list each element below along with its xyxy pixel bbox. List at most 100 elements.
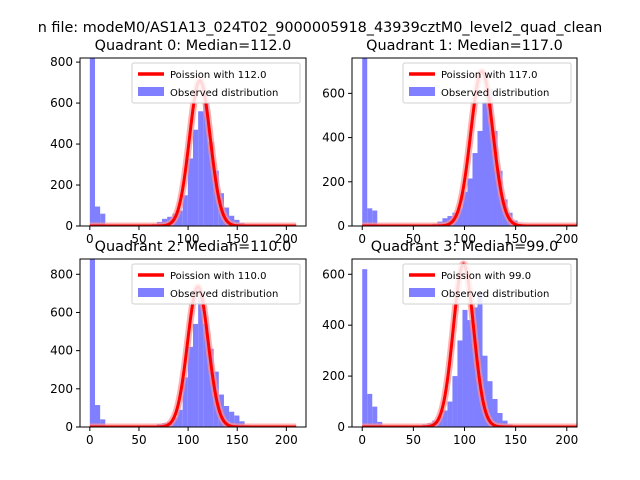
legend-patch-swatch: [138, 87, 164, 96]
histogram-bar: [472, 153, 478, 226]
x-tick-label: 200: [275, 232, 298, 246]
histogram-bar: [492, 399, 498, 427]
histogram-bar: [203, 103, 209, 226]
x-tick-label: 0: [358, 232, 366, 246]
histogram-bar: [198, 111, 204, 226]
histogram-bar: [100, 419, 106, 427]
histogram-bar: [362, 269, 368, 427]
y-tick-label: 600: [322, 86, 345, 100]
y-tick-label: 200: [322, 175, 345, 189]
legend: Poission with 110.0 Observed distribution: [131, 263, 301, 305]
y-tick-label: 200: [50, 178, 73, 192]
legend-label-observed: Observed distribution: [170, 88, 278, 99]
legend-box: [402, 62, 572, 104]
y-tick-label: 600: [50, 96, 73, 110]
panel-title: Quadrant 1: Median=117.0: [366, 38, 563, 54]
histogram-bar: [229, 411, 235, 427]
x-tick-label: 200: [555, 232, 578, 246]
legend: Poission with 112.0 Observed distribution: [131, 62, 301, 104]
y-tick-label: 400: [322, 318, 345, 332]
histogram-bar: [452, 376, 458, 427]
histogram-bar: [492, 130, 498, 226]
legend-box: [402, 263, 572, 305]
y-tick-label: 400: [50, 344, 73, 358]
histogram-bar: [177, 409, 183, 427]
y-tick-label: 0: [337, 420, 345, 434]
x-tick-label: 150: [504, 433, 527, 447]
legend-patch-swatch: [409, 87, 435, 96]
poisson-curve: [89, 79, 297, 226]
figure-suptitle: n file: modeM0/AS1A13_024T02_9000005918_…: [38, 20, 603, 36]
panel-quadrant-2: Quadrant 2: Median=110.0 0 50 100 150 200 0 200…: [50, 239, 307, 447]
x-tick-label: 50: [406, 433, 421, 447]
axes-frame: [79, 57, 307, 227]
legend-patch-swatch: [138, 288, 164, 297]
y-tick-label: 600: [322, 267, 345, 281]
x-tick-label: 200: [275, 433, 298, 447]
x-tick-label: 50: [406, 232, 421, 246]
x-tick-label: 150: [226, 433, 249, 447]
y-tick-label: 400: [322, 131, 345, 145]
poisson-curve: [361, 69, 577, 226]
histogram-bar: [467, 178, 473, 226]
x-tick-label: 0: [86, 433, 94, 447]
histogram-bar: [187, 158, 193, 226]
panels: Quadrant 0: Median=112.0 0 50 100 150 200 0 200…: [50, 38, 578, 447]
histogram-bar: [89, 259, 95, 427]
legend: Poission with 117.0 Observed distribution: [402, 62, 572, 104]
histogram-bar: [203, 323, 209, 427]
panel-quadrant-1: Quadrant 1: Median=117.0 0 50 100 150 200 0 200…: [322, 38, 578, 246]
panel-quadrant-0: Quadrant 0: Median=112.0 0 50 100 150 200 0 200…: [50, 38, 307, 246]
legend-label-poisson: Poission with 112.0: [170, 70, 266, 81]
histogram-bar: [367, 208, 373, 226]
histogram-bar: [193, 129, 199, 226]
histogram-bar: [462, 191, 468, 226]
legend-label-observed: Observed distribution: [170, 289, 278, 300]
histogram-bar: [447, 401, 453, 427]
x-tick-label: 100: [177, 232, 200, 246]
panel-title: Quadrant 0: Median=112.0: [95, 38, 292, 54]
histogram-bar: [482, 355, 488, 427]
histogram-bar: [372, 210, 378, 226]
y-tick-label: 800: [50, 55, 73, 69]
panel-title: Quadrant 2: Median=110.0: [95, 239, 292, 255]
plot-area: [359, 58, 577, 226]
x-tick-label: 150: [504, 232, 527, 246]
histogram-bar: [94, 405, 101, 427]
histogram-bar: [487, 88, 493, 226]
x-tick-label: 50: [131, 232, 146, 246]
y-tick-label: 0: [65, 219, 73, 233]
histogram-bar: [234, 415, 240, 427]
histogram-bar: [223, 406, 230, 427]
x-tick-label: 0: [86, 232, 94, 246]
legend-label-poisson: Poission with 117.0: [441, 70, 537, 81]
panel-quadrant-3: Quadrant 3: Median=99.0 0 50 100 150 200 0 200 4…: [322, 239, 578, 447]
histogram-bar: [372, 406, 378, 427]
histogram-bar: [89, 58, 95, 226]
histogram-bar: [94, 206, 101, 226]
y-tick-label: 800: [50, 267, 73, 281]
histogram-bar: [367, 393, 373, 427]
legend-label-poisson: Poission with 110.0: [170, 271, 266, 282]
y-tick-label: 0: [65, 420, 73, 434]
histogram-bar: [182, 377, 188, 427]
x-tick-label: 100: [177, 433, 200, 447]
y-tick-label: 0: [337, 219, 345, 233]
histogram-bar: [177, 210, 183, 226]
histogram-bar: [482, 102, 488, 226]
histogram-bar: [187, 346, 193, 427]
legend-label-observed: Observed distribution: [441, 88, 549, 99]
histogram-bar: [462, 309, 468, 427]
histogram-bar: [182, 195, 188, 226]
x-tick-label: 50: [131, 433, 146, 447]
x-tick-label: 200: [555, 433, 578, 447]
x-tick-label: 150: [226, 232, 249, 246]
y-tick-label: 400: [50, 137, 73, 151]
histogram-bar: [442, 410, 448, 427]
legend: Poission with 99.0 Observed distribution: [402, 263, 572, 305]
y-tick-label: 600: [50, 305, 73, 319]
legend-box: [131, 263, 301, 305]
plot-area: [87, 58, 299, 226]
histogram-bar: [467, 320, 473, 427]
legend-label-observed: Observed distribution: [441, 289, 549, 300]
